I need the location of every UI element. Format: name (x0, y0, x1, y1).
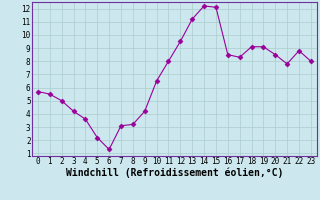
X-axis label: Windchill (Refroidissement éolien,°C): Windchill (Refroidissement éolien,°C) (66, 168, 283, 178)
